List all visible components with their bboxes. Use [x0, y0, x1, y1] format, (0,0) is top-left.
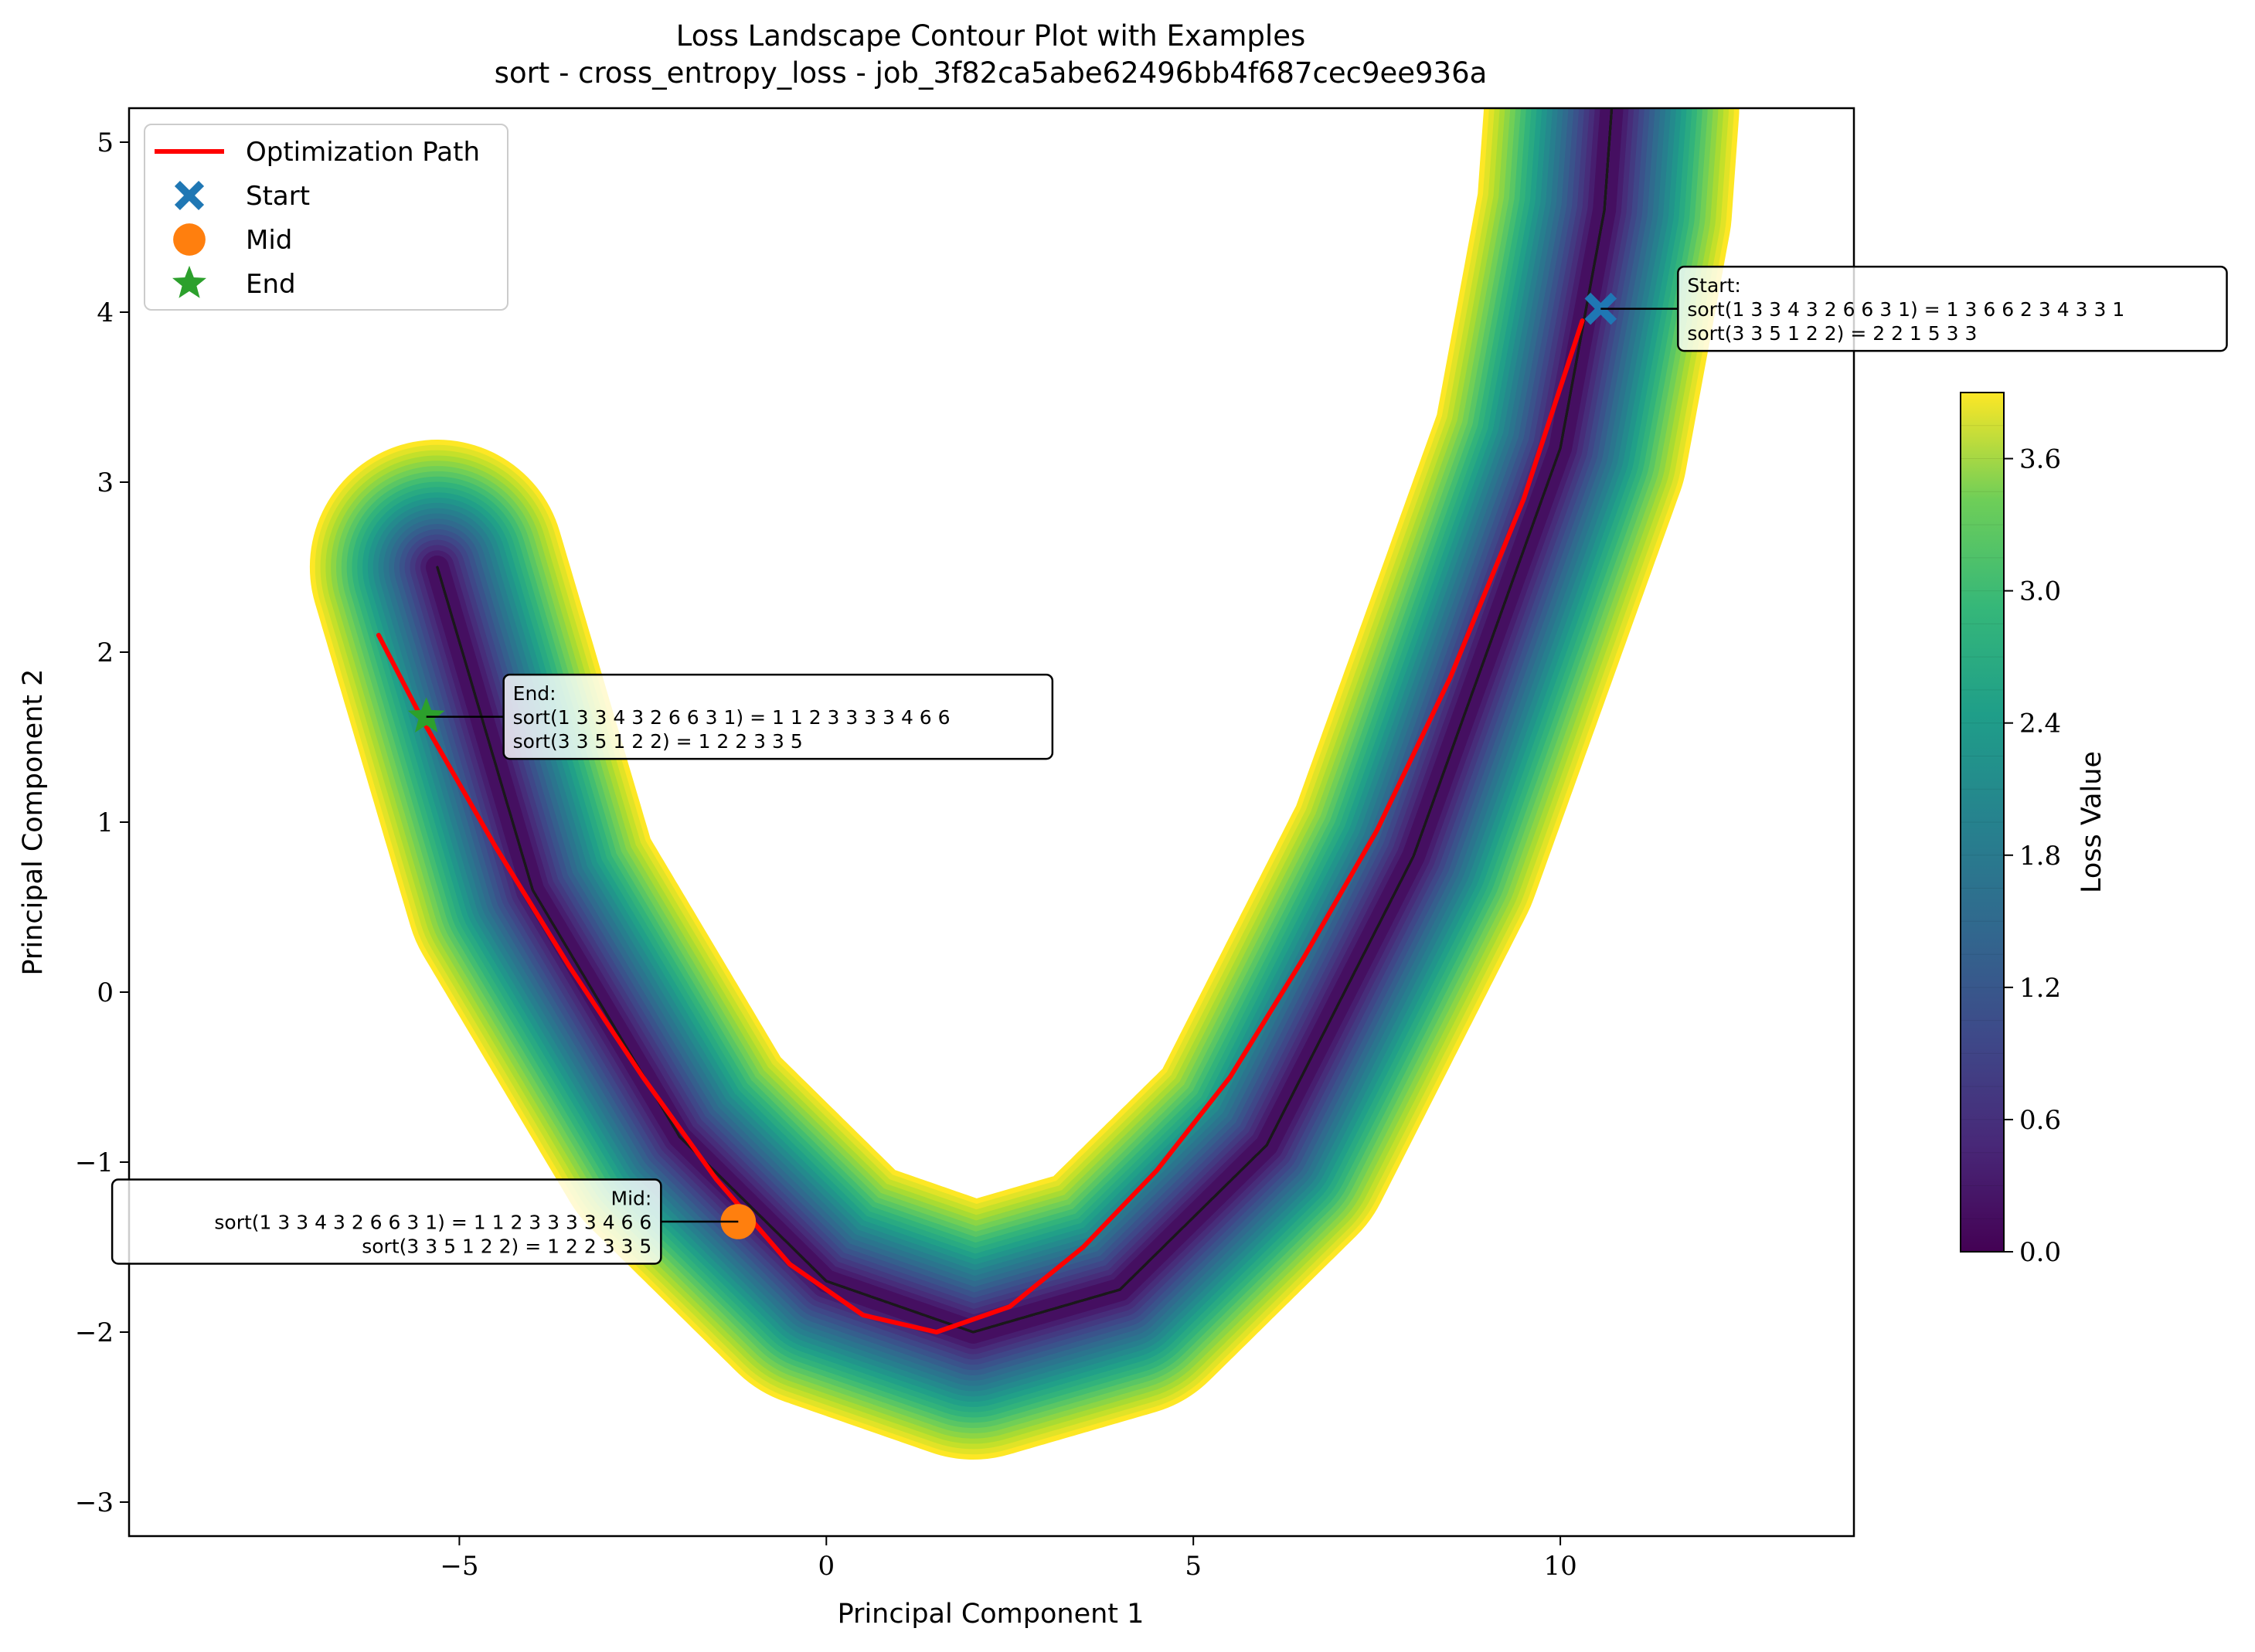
legend-label: Start	[246, 181, 310, 212]
colorbar-frame	[1960, 392, 2005, 1253]
colorbar-tick-label: 0.6	[2019, 1105, 2061, 1136]
colorbar-tick-label: 1.8	[2019, 841, 2061, 872]
legend: Optimization Path Start Mid End	[144, 124, 508, 311]
colorbar-tick-label: 0.0	[2019, 1237, 2061, 1268]
x-axis: −5 0 5 10	[440, 1536, 1577, 1582]
annotation-box	[502, 673, 1054, 760]
x-stroke	[174, 180, 205, 211]
colorbar-tick-label: 3.6	[2019, 444, 2061, 475]
y-tick-label: 0	[97, 977, 114, 1008]
legend-label: End	[246, 269, 296, 300]
annotation-box	[1677, 265, 2228, 352]
end-annotation: End:sort(1 3 3 4 3 2 6 6 3 1) = 1 1 2 3 …	[426, 673, 1054, 760]
end-marker-icon	[407, 697, 445, 733]
mid-annotation: Mid:sort(1 3 3 4 3 2 6 6 3 1) = 1 1 2 3 …	[111, 1178, 739, 1265]
annotation-line: sort(1 3 3 4 3 2 6 6 3 1) = 1 3 6 6 2 3 …	[1687, 298, 2124, 321]
y-tick-label: 5	[97, 127, 114, 158]
y-tick-label: 4	[97, 297, 114, 328]
legend-entry: Optimization Path	[155, 137, 480, 168]
colorbar: 0.0 0.6 1.2 1.8 2.4 3.0 3.6	[1960, 392, 2061, 1268]
chart-subtitle: sort - cross_entropy_loss - job_3f82ca5a…	[495, 56, 1488, 90]
annotation-line: sort(3 3 5 1 2 2) = 1 2 2 3 3 5	[362, 1236, 651, 1258]
annotation-line: sort(1 3 3 4 3 2 6 6 3 1) = 1 1 2 3 3 3 …	[214, 1212, 651, 1234]
colorbar-label: Loss Value	[2076, 751, 2107, 893]
y-tick-label: −1	[75, 1147, 114, 1178]
colorbar-tick-label: 3.0	[2019, 576, 2061, 607]
optimization-path	[376, 318, 1585, 1334]
y-tick-label: −2	[75, 1317, 114, 1348]
legend-label: Optimization Path	[246, 137, 480, 168]
y-axis: −3 −2 −1 0 1 2 3 4 5	[75, 127, 129, 1518]
y-tick-label: 1	[97, 807, 114, 838]
annotation-line: sort(3 3 5 1 2 2) = 2 2 1 5 3 3	[1687, 322, 1977, 345]
start-annotation: Start:sort(1 3 3 4 3 2 6 6 3 1) = 1 3 6 …	[1600, 265, 2228, 352]
annotation-line: Start:	[1687, 274, 1741, 297]
path-layer	[376, 292, 1617, 1334]
x-tick-label: −5	[440, 1551, 478, 1582]
y-tick-label: 3	[97, 467, 114, 498]
y-axis-label: Principal Component 2	[18, 669, 49, 976]
start-marker-icon	[174, 180, 205, 211]
y-tick-label: −3	[75, 1487, 114, 1518]
end-marker-icon	[172, 265, 206, 298]
legend-entry: Mid	[173, 223, 292, 256]
legend-entry: End	[172, 265, 296, 300]
x-tick-label: 0	[818, 1551, 835, 1582]
colorbar-tick-label: 2.4	[2019, 709, 2061, 739]
annotation-line: Mid:	[611, 1188, 652, 1210]
x-tick-label: 5	[1185, 1551, 1202, 1582]
colorbar-tick-label: 1.2	[2019, 973, 2061, 1004]
colorbar-gradient	[1961, 393, 2004, 1252]
annotation-line: sort(1 3 3 4 3 2 6 6 3 1) = 1 1 2 3 3 3 …	[513, 706, 951, 729]
x-tick-label: 10	[1543, 1551, 1576, 1582]
mid-marker-icon	[173, 223, 206, 256]
y-tick-label: 2	[97, 637, 114, 668]
annotation-box	[111, 1178, 662, 1265]
legend-label: Mid	[246, 225, 292, 256]
x-axis-label: Principal Component 1	[838, 1599, 1145, 1630]
legend-frame	[144, 124, 508, 311]
legend-entry: Start	[174, 180, 310, 212]
annotation-line: End:	[513, 682, 556, 705]
annotations: Start:sort(1 3 3 4 3 2 6 6 3 1) = 1 3 6 …	[111, 265, 2228, 1265]
chart-title: Loss Landscape Contour Plot with Example…	[676, 19, 1306, 53]
annotation-line: sort(3 3 5 1 2 2) = 1 2 2 3 3 5	[513, 730, 803, 753]
